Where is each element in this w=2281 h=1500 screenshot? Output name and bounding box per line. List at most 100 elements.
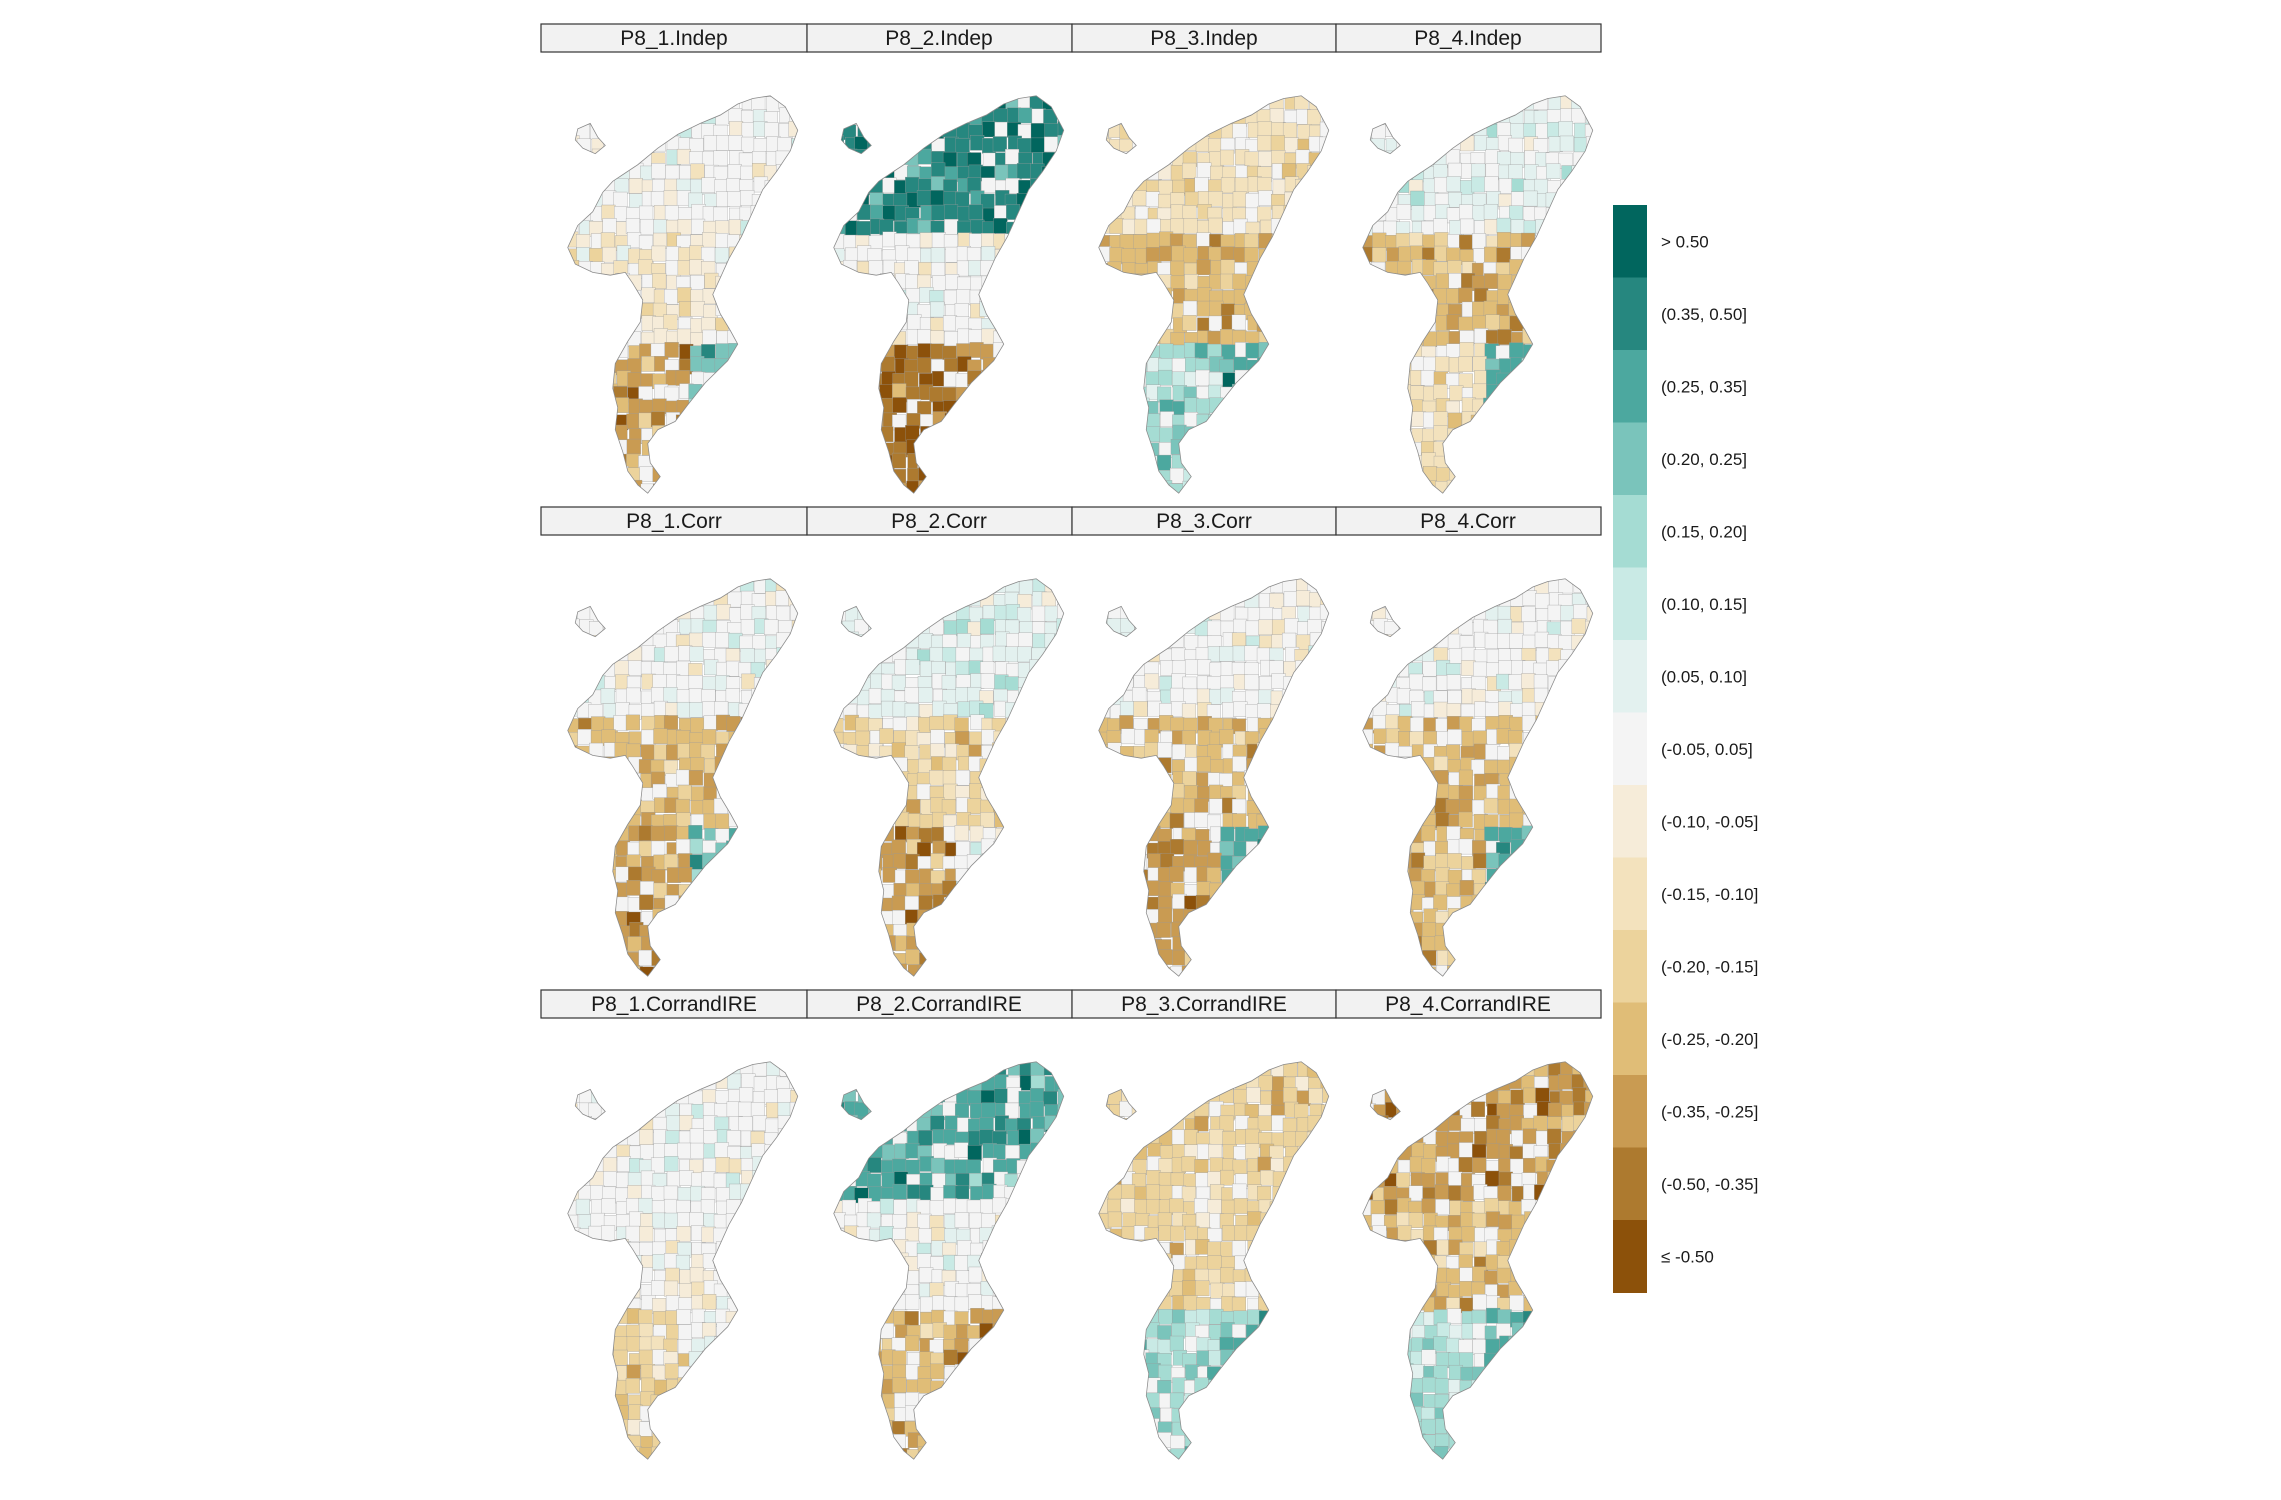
municipality-cell: [842, 673, 857, 689]
municipality-cell: [968, 412, 983, 429]
municipality-cell: [739, 551, 753, 566]
municipality-cell: [1221, 869, 1236, 886]
municipality-cell: [1281, 163, 1296, 179]
municipality-cell: [1246, 743, 1261, 760]
municipality-cell: [1257, 288, 1272, 305]
municipality-cell: [1233, 618, 1248, 635]
municipality-cell: [691, 441, 706, 457]
municipality-cell: [881, 302, 896, 319]
municipality-cell: [1583, 578, 1593, 583]
municipality-cell: [1181, 578, 1196, 583]
municipality-cell: [1446, 479, 1461, 494]
municipality-cell: [1184, 95, 1199, 98]
municipality-cell: [1486, 427, 1501, 443]
municipality-cell: [1098, 965, 1111, 977]
municipality-cell: [1246, 551, 1260, 566]
municipality-cell: [790, 342, 798, 359]
municipality-cell: [1396, 317, 1411, 334]
municipality-cell: [1586, 398, 1593, 414]
municipality-cell: [578, 80, 592, 95]
municipality-cell: [1374, 95, 1389, 111]
municipality-cell: [1120, 746, 1135, 762]
municipality-cell: [1549, 371, 1564, 388]
municipality-cell: [1054, 855, 1064, 871]
municipality-cell: [1433, 384, 1448, 400]
municipality-cell: [1271, 304, 1286, 320]
municipality-cell: [567, 895, 580, 912]
municipality-cell: [1362, 481, 1375, 494]
municipality-cell: [1362, 662, 1376, 678]
municipality-cell: [604, 344, 619, 361]
municipality-cell: [855, 717, 870, 733]
municipality-cell: [653, 744, 668, 760]
municipality-cell: [689, 897, 704, 913]
municipality-cell: [1372, 659, 1387, 676]
municipality-cell: [1447, 729, 1462, 745]
municipality-cell: [1362, 632, 1374, 649]
municipality-cell: [1098, 896, 1109, 912]
municipality-cell: [741, 414, 756, 431]
municipality-cell: [738, 854, 753, 871]
municipality-cell: [944, 357, 959, 374]
municipality-cell: [1145, 95, 1160, 111]
facet-title: P8_2.CorrandIRE: [856, 993, 1022, 1016]
municipality-cell: [1170, 687, 1185, 704]
municipality-cell: [754, 359, 769, 375]
municipality-cell: [577, 441, 592, 458]
municipality-cell: [993, 730, 1008, 747]
municipality-cell: [1219, 645, 1234, 662]
municipality-cell: [766, 248, 781, 264]
municipality-cell: [1334, 909, 1348, 924]
municipality-cell: [833, 356, 844, 372]
municipality-cell: [1133, 234, 1148, 250]
municipality-cell: [930, 937, 945, 954]
municipality-cell: [802, 815, 816, 830]
municipality-cell: [765, 316, 780, 333]
municipality-cell: [880, 951, 895, 968]
municipality-cell: [1030, 785, 1045, 801]
municipality-cell: [843, 178, 858, 195]
municipality-cell: [1473, 121, 1488, 137]
municipality-cell: [1561, 718, 1576, 734]
municipality-cell: [1181, 965, 1196, 977]
municipality-cell: [729, 455, 744, 472]
municipality-cell: [1585, 413, 1593, 430]
municipality-cell: [1446, 135, 1461, 151]
municipality-cell: [1561, 289, 1576, 306]
municipality-cell: [855, 770, 870, 786]
municipality-cell: [1461, 660, 1476, 676]
municipality-cell: [600, 592, 616, 608]
municipality-cell: [918, 125, 933, 141]
municipality-cell: [1070, 330, 1084, 345]
municipality-cell: [1096, 563, 1110, 578]
facet-title: P8_1.Indep: [620, 27, 727, 50]
municipality-cell: [591, 95, 606, 111]
municipality-cell: [588, 579, 603, 596]
municipality-cell: [614, 660, 629, 677]
municipality-cell: [1332, 483, 1346, 498]
municipality-cell: [1309, 690, 1324, 707]
municipality-cell: [956, 896, 971, 912]
municipality-cell: [1231, 798, 1247, 815]
municipality-cell: [904, 371, 919, 388]
municipality-cell: [1584, 745, 1593, 762]
municipality-cell: [763, 911, 778, 927]
municipality-cell: [1597, 274, 1611, 289]
municipality-cell: [1498, 701, 1513, 718]
municipality-cell: [1411, 606, 1426, 622]
municipality-cell: [615, 287, 630, 304]
municipality-cell: [1146, 593, 1161, 610]
municipality-cell: [842, 469, 857, 485]
municipality-cell: [1183, 688, 1198, 705]
municipality-cell: [1483, 442, 1498, 458]
municipality-cell: [1197, 924, 1212, 940]
municipality-cell: [1269, 259, 1284, 276]
municipality-cell: [1269, 483, 1284, 494]
municipality-cell: [1570, 454, 1585, 470]
municipality-cell: [604, 645, 619, 662]
municipality-cell: [1004, 578, 1019, 583]
map-panel: [1362, 578, 1594, 977]
municipality-cell: [726, 660, 741, 677]
municipality-cell: [1434, 592, 1449, 609]
municipality-cell: [1120, 273, 1135, 290]
